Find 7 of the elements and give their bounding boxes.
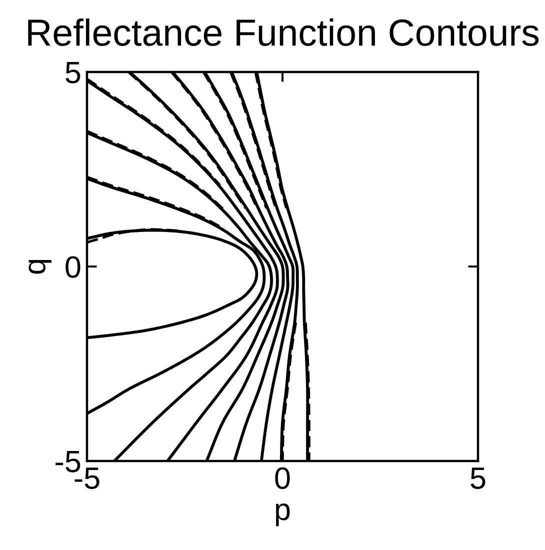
y-axis-title: q [28, 260, 52, 274]
y-tick-label: 5 [66, 62, 80, 84]
x-tick-label: 5 [470, 468, 486, 489]
x-tick-label: 0 [275, 467, 290, 489]
chart-title: Reflectance Function Contours [28, 18, 539, 46]
x-axis-title: p [276, 504, 290, 526]
y-tick-label: 0 [66, 256, 80, 278]
